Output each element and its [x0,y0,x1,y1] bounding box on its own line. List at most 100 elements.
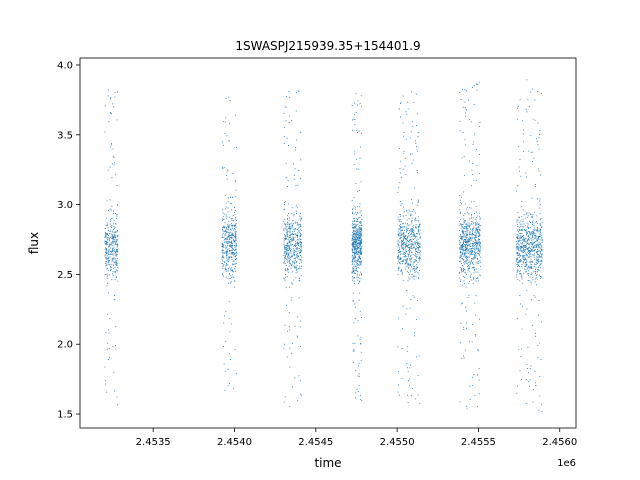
data-point [228,224,230,226]
data-point [460,227,462,229]
data-point [476,242,478,244]
x-tick-label: 2.4550 [380,437,415,448]
data-point [222,121,224,122]
data-point [532,230,534,232]
data-point [228,225,230,227]
data-point [406,237,408,239]
data-point [294,236,296,238]
data-point [400,220,402,222]
data-point [409,246,411,248]
data-point [110,253,111,255]
data-point [418,226,420,228]
data-point [538,236,540,237]
data-point [472,229,474,231]
data-point [224,213,226,215]
data-point [521,274,523,276]
data-point [222,231,224,233]
data-point [465,223,467,225]
data-point [413,235,415,237]
data-point [222,244,224,246]
data-point [294,233,296,235]
data-point [359,225,361,226]
data-point [470,236,471,238]
data-point [530,238,532,240]
data-point [410,243,412,245]
data-point [108,239,110,241]
data-point [298,255,300,257]
data-point [531,161,533,162]
data-point [463,232,465,234]
data-point [522,251,524,253]
data-point [232,245,234,247]
data-point [353,349,355,350]
data-point [356,218,358,220]
data-point [409,231,411,233]
data-point [518,229,520,231]
data-point [527,240,529,242]
data-point [235,216,237,218]
data-point [111,144,113,146]
data-point [524,238,526,240]
data-point [538,137,540,138]
data-point [525,255,527,257]
data-point [221,236,223,238]
data-point [409,264,411,266]
data-point [284,396,286,398]
data-point [284,279,286,281]
data-point [114,253,116,255]
data-point [531,233,533,235]
data-point [405,157,407,159]
data-point [287,249,289,251]
data-point [403,244,405,246]
data-point [403,242,405,244]
data-point [111,258,113,260]
data-point [403,152,405,154]
data-point [283,222,285,224]
data-point [535,332,537,334]
data-point [464,244,465,246]
data-point [524,265,526,267]
data-point [401,233,403,235]
data-point [519,370,521,372]
data-point [283,262,285,264]
data-point [467,252,469,254]
data-point [290,299,292,301]
data-point [110,269,112,271]
data-point [474,254,476,256]
data-point [402,248,404,250]
data-point [300,216,302,218]
data-point [221,244,223,246]
data-point [108,121,110,123]
data-point [472,242,473,244]
data-point [539,231,541,233]
data-point [463,228,465,230]
data-point [412,268,414,270]
data-point [295,277,297,279]
data-point [463,241,465,243]
data-point [398,234,400,236]
data-point [530,264,532,266]
data-point [116,250,118,252]
data-point [359,278,361,280]
data-point [291,282,293,284]
data-point [414,219,416,221]
data-point [233,277,235,278]
data-point [477,223,479,225]
data-point [113,261,115,263]
data-point [405,111,407,113]
data-point [397,246,399,248]
data-point [359,251,361,253]
data-point [539,223,541,225]
data-point [525,265,527,267]
data-point [465,224,467,226]
data-point [114,231,116,233]
data-point [525,313,527,315]
data-point [108,245,110,247]
data-point [117,231,119,233]
data-point [531,282,532,284]
data-point [398,148,400,149]
data-point [287,269,289,271]
data-point [286,238,287,240]
data-point [284,270,286,272]
data-point [417,238,419,240]
